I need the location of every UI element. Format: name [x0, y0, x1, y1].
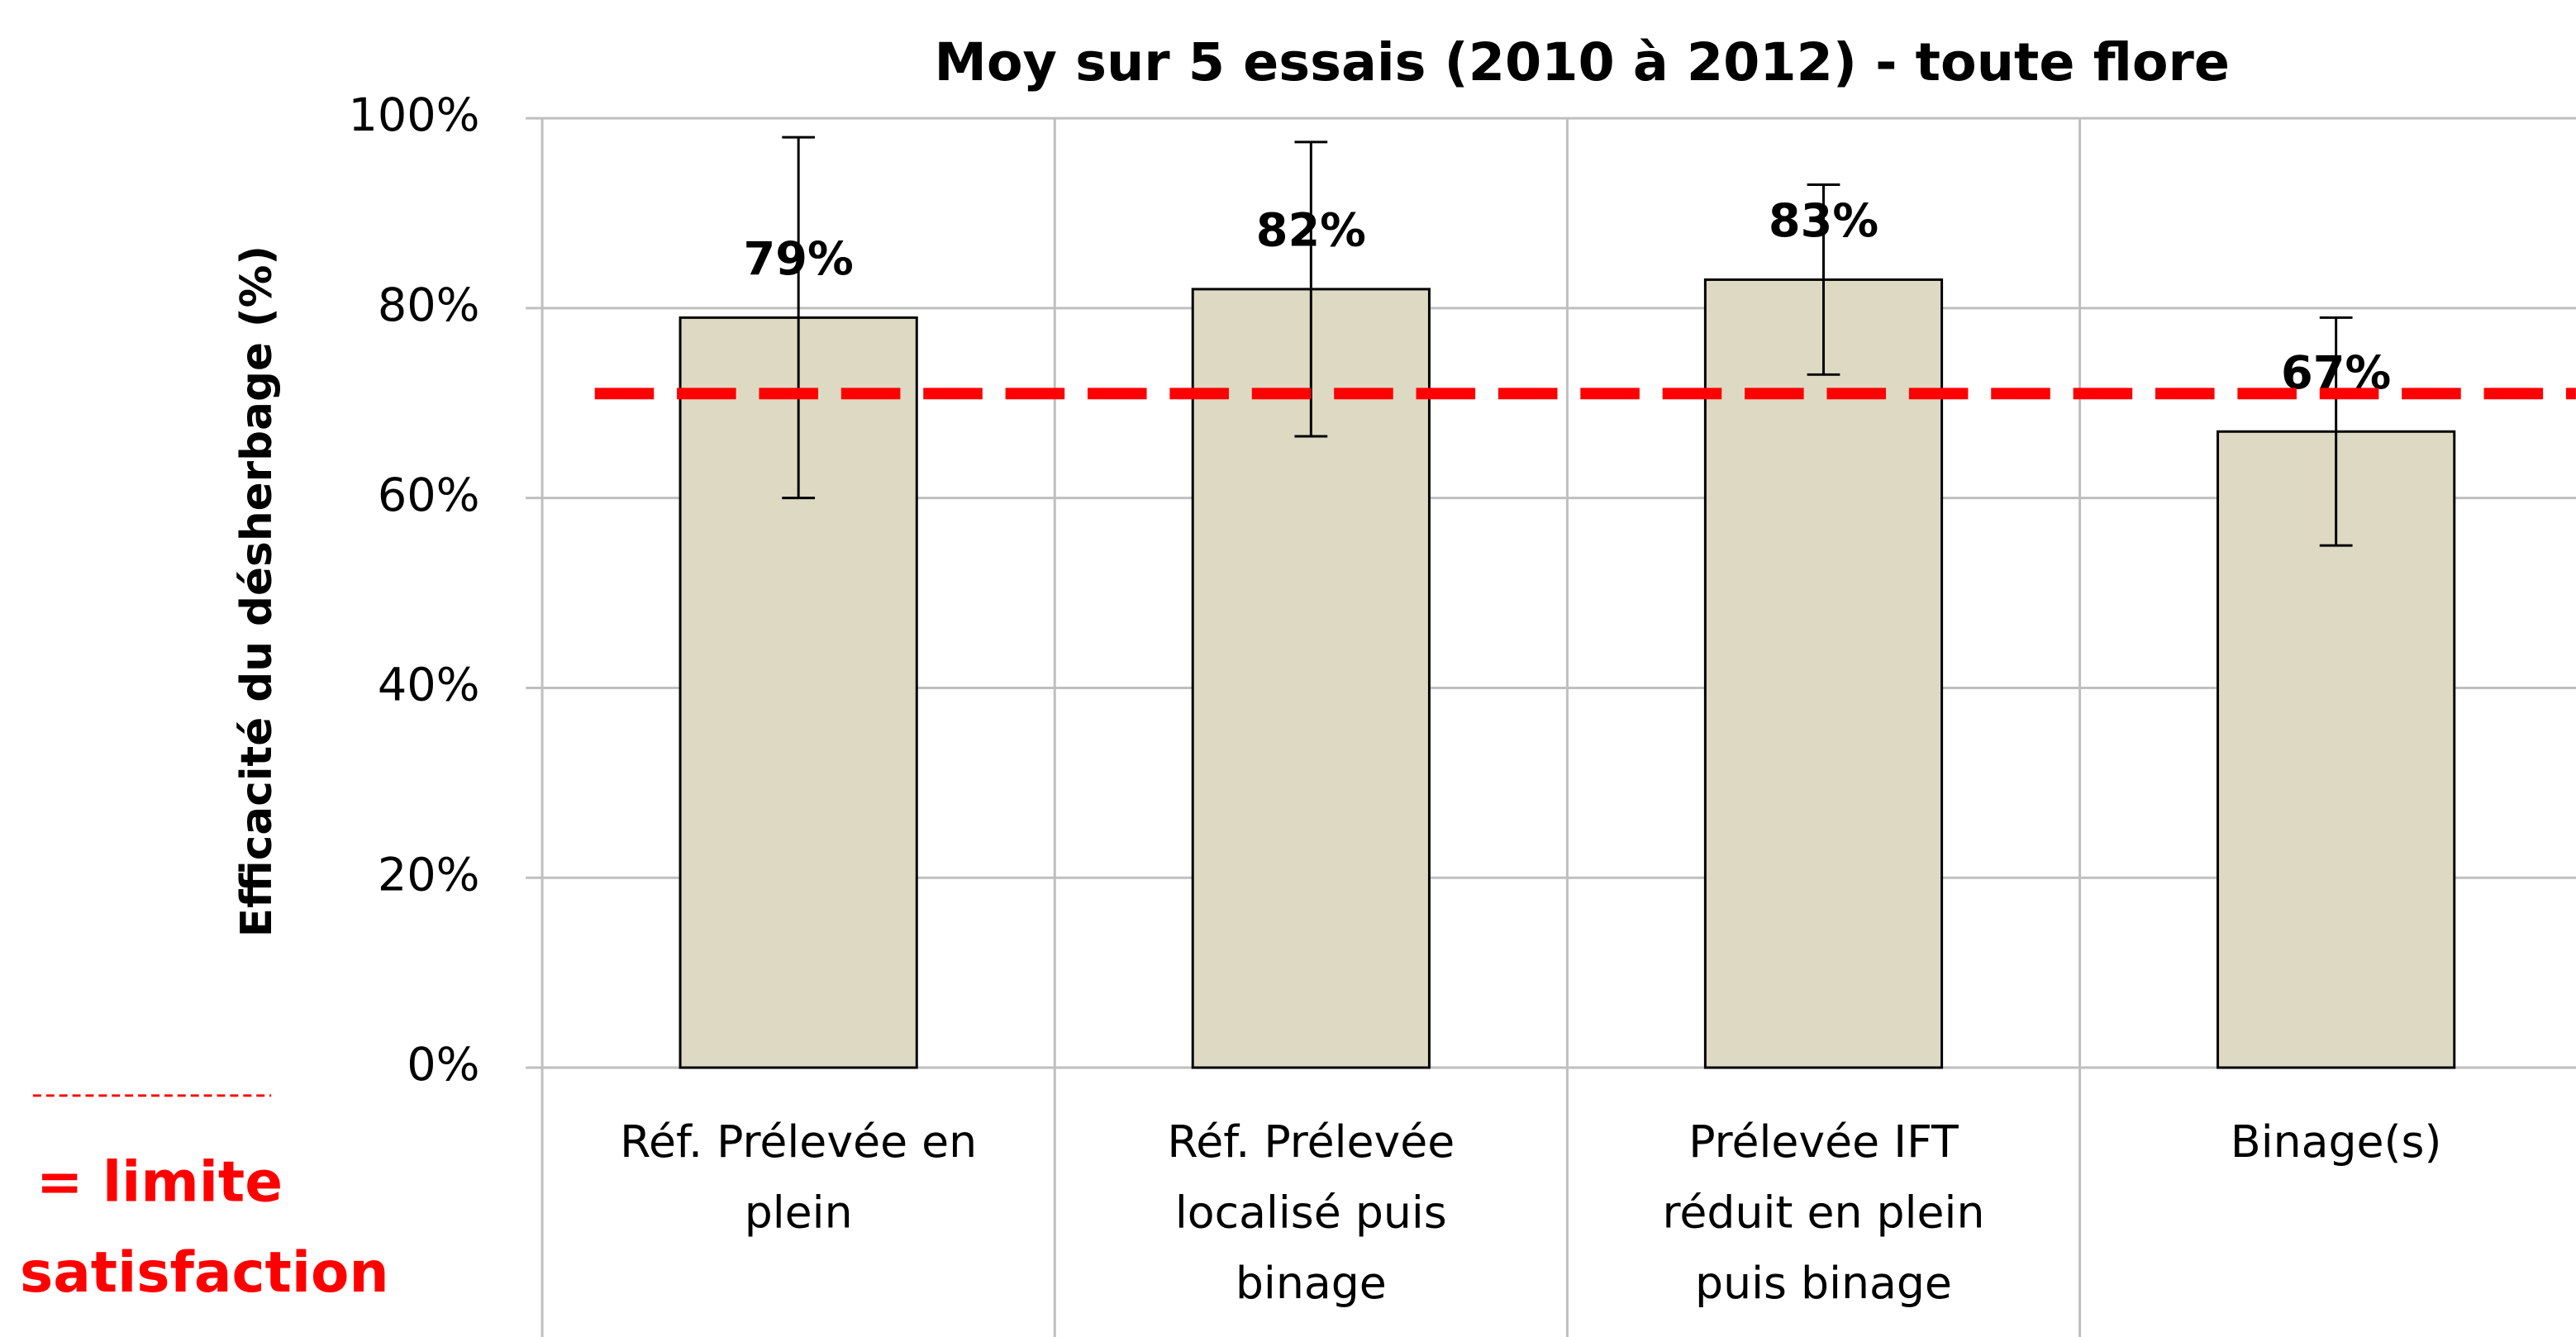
y-tick-label: 20% [378, 848, 480, 902]
data-label: 79% [744, 232, 854, 286]
y-tick-label: 60% [378, 469, 480, 522]
legend-text: satisfaction [20, 1239, 389, 1305]
x-tick-label: localisé puis [1175, 1187, 1447, 1239]
x-tick-label: Binage(s) [2231, 1116, 2442, 1168]
y-tick-label: 80% [378, 278, 480, 332]
x-tick-label: Prélevée IFT [1688, 1116, 1959, 1168]
legend-text: = limite [36, 1149, 283, 1215]
x-tick-label: Réf. Prélevée en [620, 1116, 977, 1168]
y-tick-label: 100% [348, 88, 479, 142]
data-label: 83% [1769, 194, 1878, 248]
y-tick-label: 0% [407, 1038, 479, 1092]
x-tick-label: binage [1236, 1257, 1387, 1309]
x-tick-label: plein [745, 1187, 853, 1239]
x-tick-label: puis binage [1695, 1257, 1952, 1309]
y-tick-label: 40% [378, 659, 480, 712]
data-label: 82% [1256, 203, 1366, 257]
x-tick-label: réduit en plein [1663, 1187, 1985, 1239]
x-tick-label: Réf. Prélevée [1167, 1116, 1455, 1168]
chart-title: Moy sur 5 essais (2010 à 2012) - toute f… [935, 31, 2230, 93]
y-axis-label: Efficacité du désherbage (%) [232, 245, 282, 937]
bar [1703, 278, 1944, 1069]
